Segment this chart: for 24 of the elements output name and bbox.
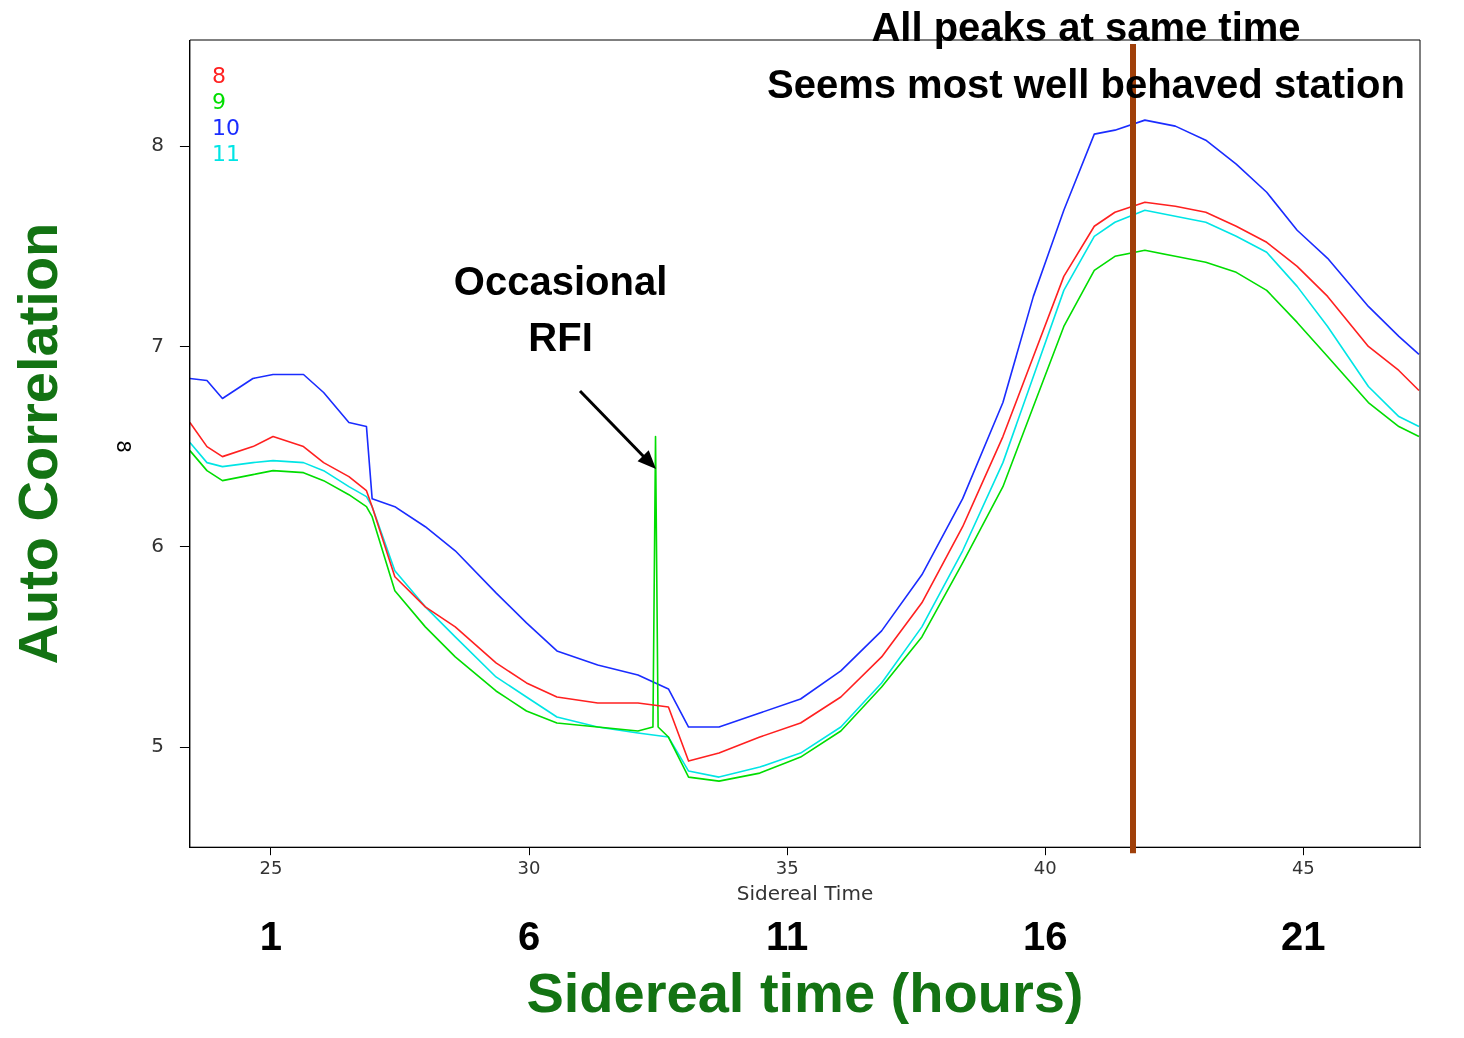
x2-tick-label: 6 <box>517 913 541 958</box>
annotation: Occasional RFI <box>453 258 668 359</box>
y-tick-label: 6 <box>151 532 164 557</box>
x-axis-title: Sidereal Time <box>736 881 874 905</box>
x-tick-label: 40 <box>1033 856 1057 878</box>
text: 11 <box>211 140 240 166</box>
text: 8 <box>111 440 136 453</box>
annotation: 8 <box>211 62 226 88</box>
x-tick-label: 30 <box>517 856 541 878</box>
y-tick-label: 7 <box>151 332 164 357</box>
text: 9 <box>211 88 226 114</box>
x2-tick-label: 11 <box>766 913 809 958</box>
x2-axis-title: Sidereal time (hours) <box>526 960 1084 1024</box>
y-tick-label: 8 <box>151 132 164 157</box>
y-tick-label: 5 <box>151 733 164 758</box>
x-tick-label: 35 <box>775 856 799 878</box>
x2-tick-label: 16 <box>1023 913 1068 958</box>
annotation: All peaks at same time <box>871 5 1301 50</box>
x-tick-label: 25 <box>259 856 283 878</box>
y-axis-title: Auto Correlation <box>6 222 70 665</box>
x2-tick-label: 21 <box>1281 913 1326 958</box>
x-tick-label: 45 <box>1291 856 1315 878</box>
x2-tick-label: 1 <box>259 913 283 958</box>
text: 10 <box>211 114 240 140</box>
